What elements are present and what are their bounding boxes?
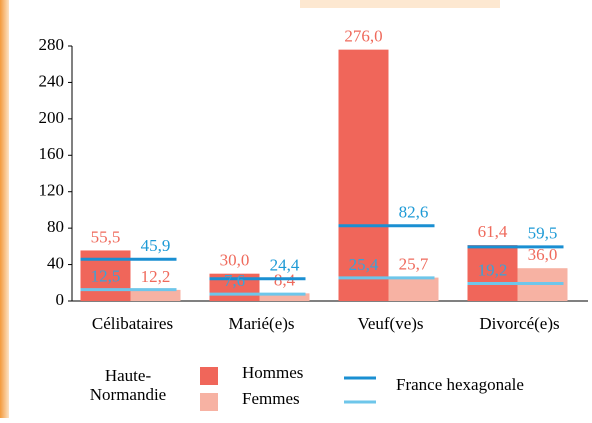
legend-group-label: Haute-	[105, 366, 152, 385]
x-tick-label: Célibataires	[92, 314, 173, 333]
value-label: 12,5	[91, 267, 121, 286]
side-strip	[0, 0, 9, 418]
value-label: 55,5	[91, 227, 121, 246]
legend-swatch	[200, 367, 218, 385]
value-label: 82,6	[399, 203, 429, 222]
y-tick-label: 240	[39, 71, 65, 90]
legend-label: Hommes	[242, 363, 303, 382]
value-label: 36,0	[528, 245, 558, 264]
y-tick-label: 120	[39, 181, 65, 200]
legend-swatch	[200, 393, 218, 411]
value-label: 24,4	[270, 256, 300, 275]
value-label: 19,2	[478, 260, 508, 279]
value-label: 61,4	[478, 222, 508, 241]
title-fragment	[300, 0, 500, 8]
y-tick-label: 280	[39, 35, 65, 54]
bar	[467, 245, 518, 301]
value-label: 25,7	[399, 255, 429, 274]
legend-label: France hexagonale	[396, 375, 524, 394]
bar	[338, 49, 389, 302]
bar	[130, 289, 181, 301]
legend-label: Femmes	[242, 389, 300, 408]
bar	[388, 277, 439, 301]
legend-group-label: Normandie	[90, 385, 166, 404]
y-tick-label: 80	[47, 217, 64, 236]
value-label: 30,0	[220, 251, 250, 270]
y-tick-label: 40	[47, 253, 64, 272]
x-tick-label: Marié(e)s	[228, 314, 294, 333]
value-label: 7,6	[224, 271, 245, 290]
x-tick-label: Divorcé(e)s	[479, 314, 559, 333]
value-label: 276,0	[344, 27, 382, 46]
y-tick-label: 200	[39, 108, 65, 127]
value-label: 12,2	[141, 267, 171, 286]
y-tick-label: 160	[39, 144, 65, 163]
value-label: 45,9	[141, 236, 171, 255]
x-tick-label: Veuf(ve)s	[357, 314, 423, 333]
bar	[259, 293, 310, 301]
value-label: 59,5	[528, 224, 558, 243]
y-tick-label: 0	[56, 290, 65, 309]
value-label: 25,4	[349, 255, 379, 274]
